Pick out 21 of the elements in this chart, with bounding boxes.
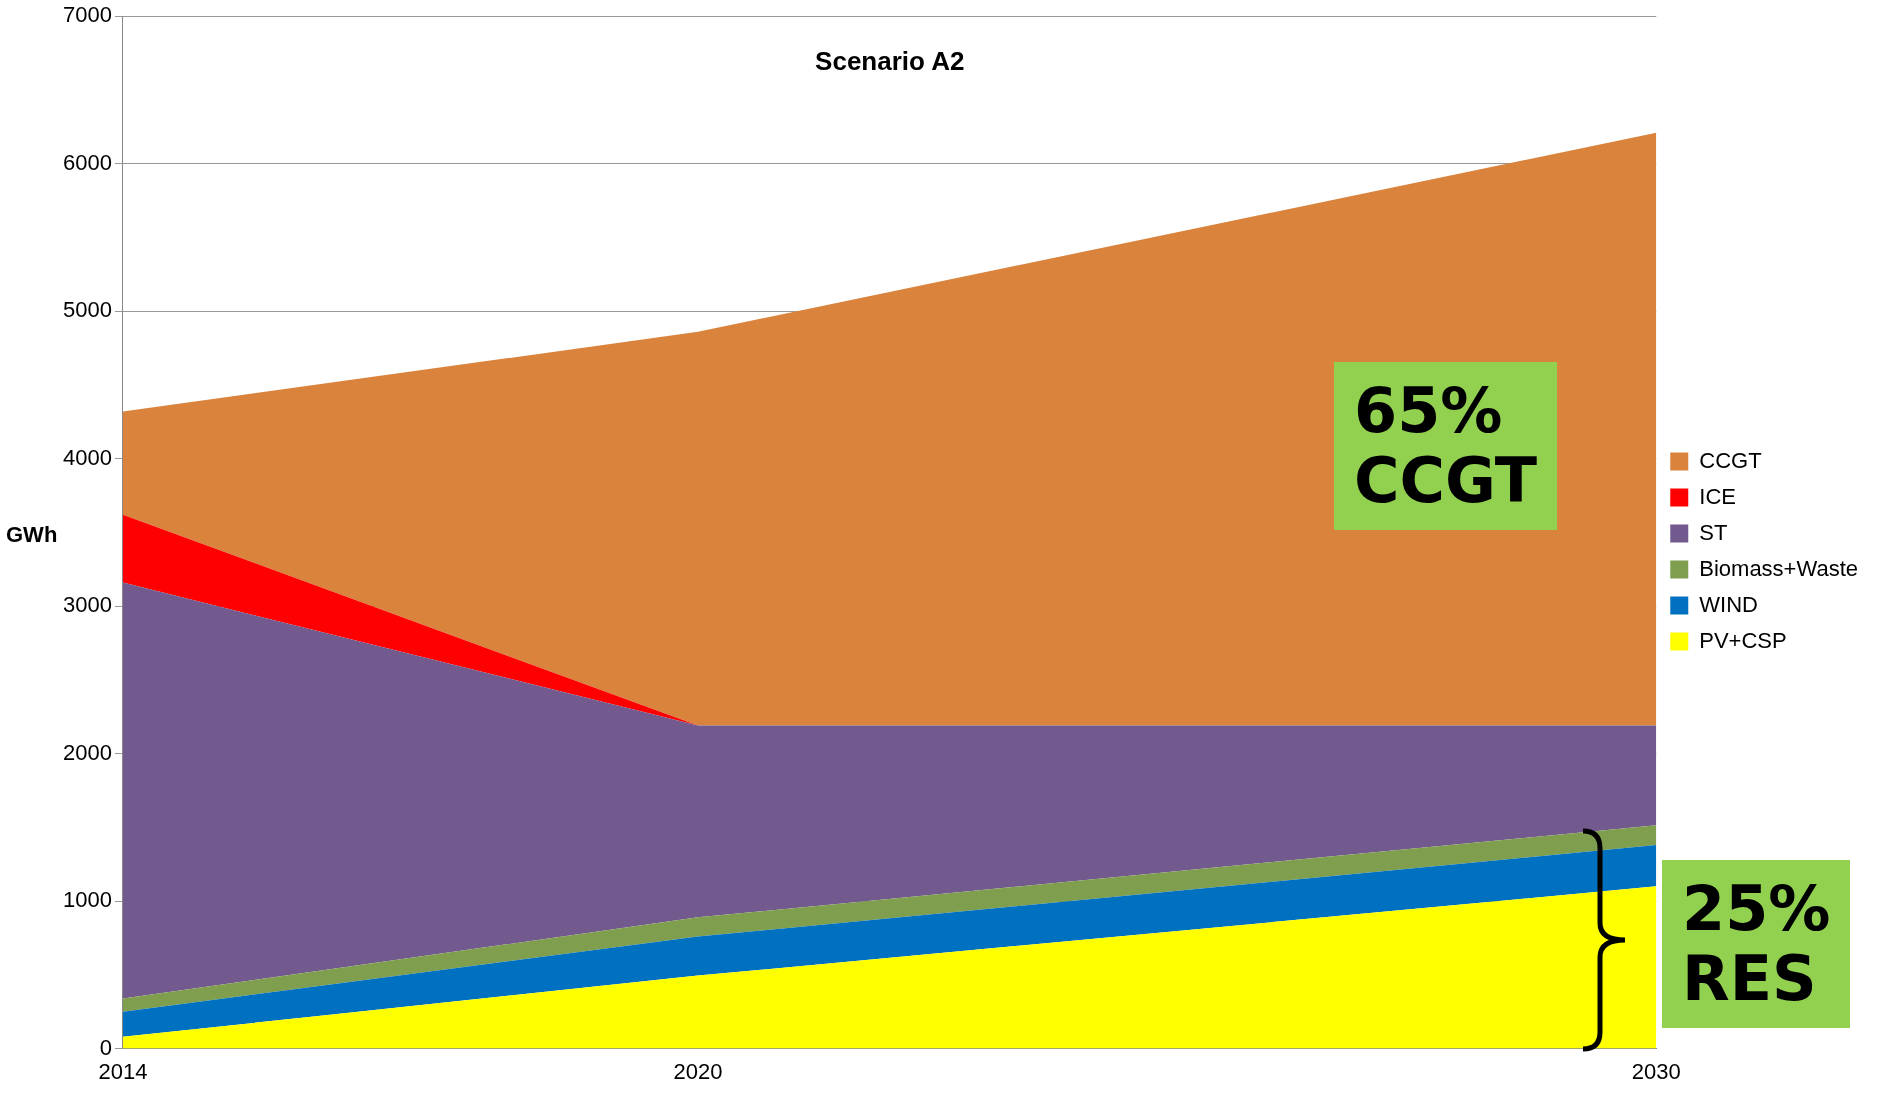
y-tick-label: 4000 [62,444,112,470]
legend-label: PV+CSP [1699,627,1787,653]
y-tick-label: 3000 [62,592,112,618]
y-tick-label: 2000 [62,739,112,765]
y-tick-label: 6000 [62,149,112,175]
text: Scenario A2 [815,46,965,78]
x-tick-label: 2030 [1631,1058,1681,1084]
y-tick-label: 0 [99,1034,112,1060]
y-tick-label: 7000 [62,2,112,28]
legend-label: ICE [1699,483,1736,509]
y-axis-title: GWh [6,522,58,549]
legend-label: ST [1699,519,1728,545]
x-tick-label: 2020 [673,1058,723,1084]
x-tick-label: 2014 [98,1058,148,1084]
legend-label: WIND [1699,591,1758,617]
legend-label: CCGT [1699,447,1762,473]
annotation: 65% CCGT [1334,362,1558,530]
y-tick-label: 5000 [62,297,112,323]
y-tick-label: 1000 [62,887,112,913]
text: 25% RES [1662,860,1851,1028]
legend-label: Biomass+Waste [1699,555,1859,581]
